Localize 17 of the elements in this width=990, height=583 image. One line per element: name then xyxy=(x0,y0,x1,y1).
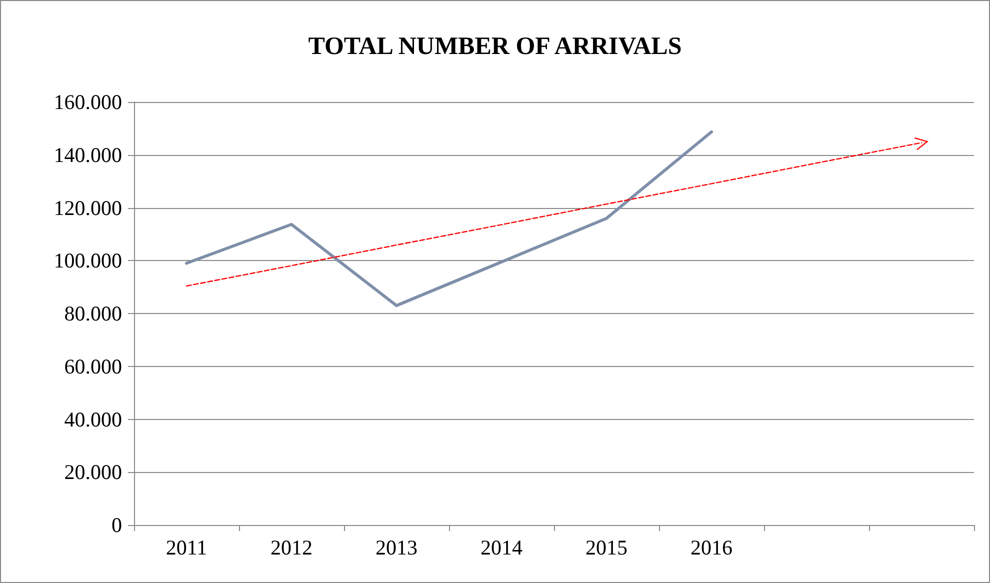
x-tick-label: 2012 xyxy=(270,536,312,560)
y-tick-label: 40.000 xyxy=(64,407,122,432)
y-tick-label: 80.000 xyxy=(64,302,122,326)
y-tick-label: 160.000 xyxy=(54,90,122,114)
y-tick-label: 100.000 xyxy=(54,248,122,273)
x-tick-label: 2016 xyxy=(690,536,732,560)
y-tick-label: 60.000 xyxy=(64,354,122,378)
x-tick-label: 2014 xyxy=(480,536,523,560)
line-series xyxy=(185,130,713,308)
y-tick-label: 0 xyxy=(112,513,122,537)
x-tick-label: 2013 xyxy=(376,536,418,560)
chart-title: TOTAL NUMBER OF ARRIVALS xyxy=(308,33,682,60)
x-tick-label: 2015 xyxy=(586,536,628,560)
y-tick-label: 20.000 xyxy=(64,460,122,484)
y-tick-label: 120.000 xyxy=(54,196,122,220)
y-tick-label: 140.000 xyxy=(54,142,122,167)
x-tick-label: 2011 xyxy=(166,536,208,560)
